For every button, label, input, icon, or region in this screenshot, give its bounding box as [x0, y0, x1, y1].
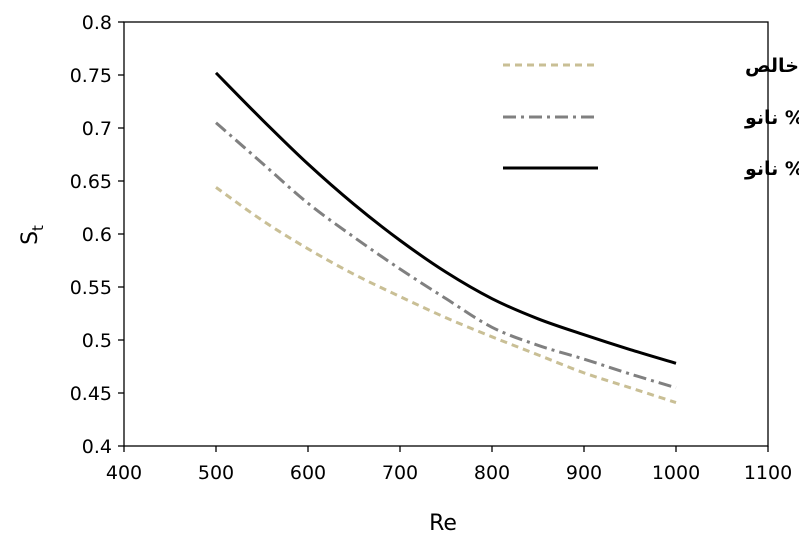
x-tick-label: 1000 [652, 462, 700, 484]
x-axis-ticks: 400 500 600 700 800 900 1000 1100 [106, 446, 792, 484]
x-tick-label: 400 [106, 462, 142, 484]
y-axis-title: St [18, 225, 47, 245]
x-tick-label: 500 [198, 462, 234, 484]
y-tick-label: 0.55 [70, 277, 112, 299]
series-line-2 [215, 121, 677, 390]
y-axis-ticks: 0.4 0.45 0.5 0.55 0.6 0.65 0.7 0.75 0.8 [70, 12, 124, 458]
series-line-3 [214, 71, 677, 365]
legend-label-2: آب + 2% نانو [744, 105, 799, 129]
legend-label-3: آب + 4% نانو [744, 156, 799, 180]
y-tick-label: 0.4 [82, 436, 112, 458]
legend: آب خالص آب + 2% نانو آب + 4% نانو [503, 53, 799, 180]
y-tick-label: 0.8 [82, 12, 112, 34]
y-tick-label: 0.45 [70, 383, 112, 405]
series-line-1 [215, 186, 677, 404]
x-axis-title: Re [429, 511, 457, 536]
x-tick-label: 600 [290, 462, 326, 484]
legend-label-1: آب خالص [745, 53, 799, 77]
y-tick-label: 0.75 [70, 65, 112, 87]
series-layer [214, 71, 677, 404]
y-tick-label: 0.7 [82, 118, 112, 140]
plot-frame [123, 21, 769, 447]
y-tick-label: 0.6 [82, 224, 112, 246]
x-tick-label: 900 [566, 462, 602, 484]
y-tick-label: 0.5 [82, 330, 112, 352]
x-tick-label: 1100 [744, 462, 792, 484]
x-tick-label: 700 [382, 462, 418, 484]
y-tick-label: 0.65 [70, 171, 112, 193]
plot-area [123, 21, 769, 447]
x-tick-label: 800 [474, 462, 510, 484]
